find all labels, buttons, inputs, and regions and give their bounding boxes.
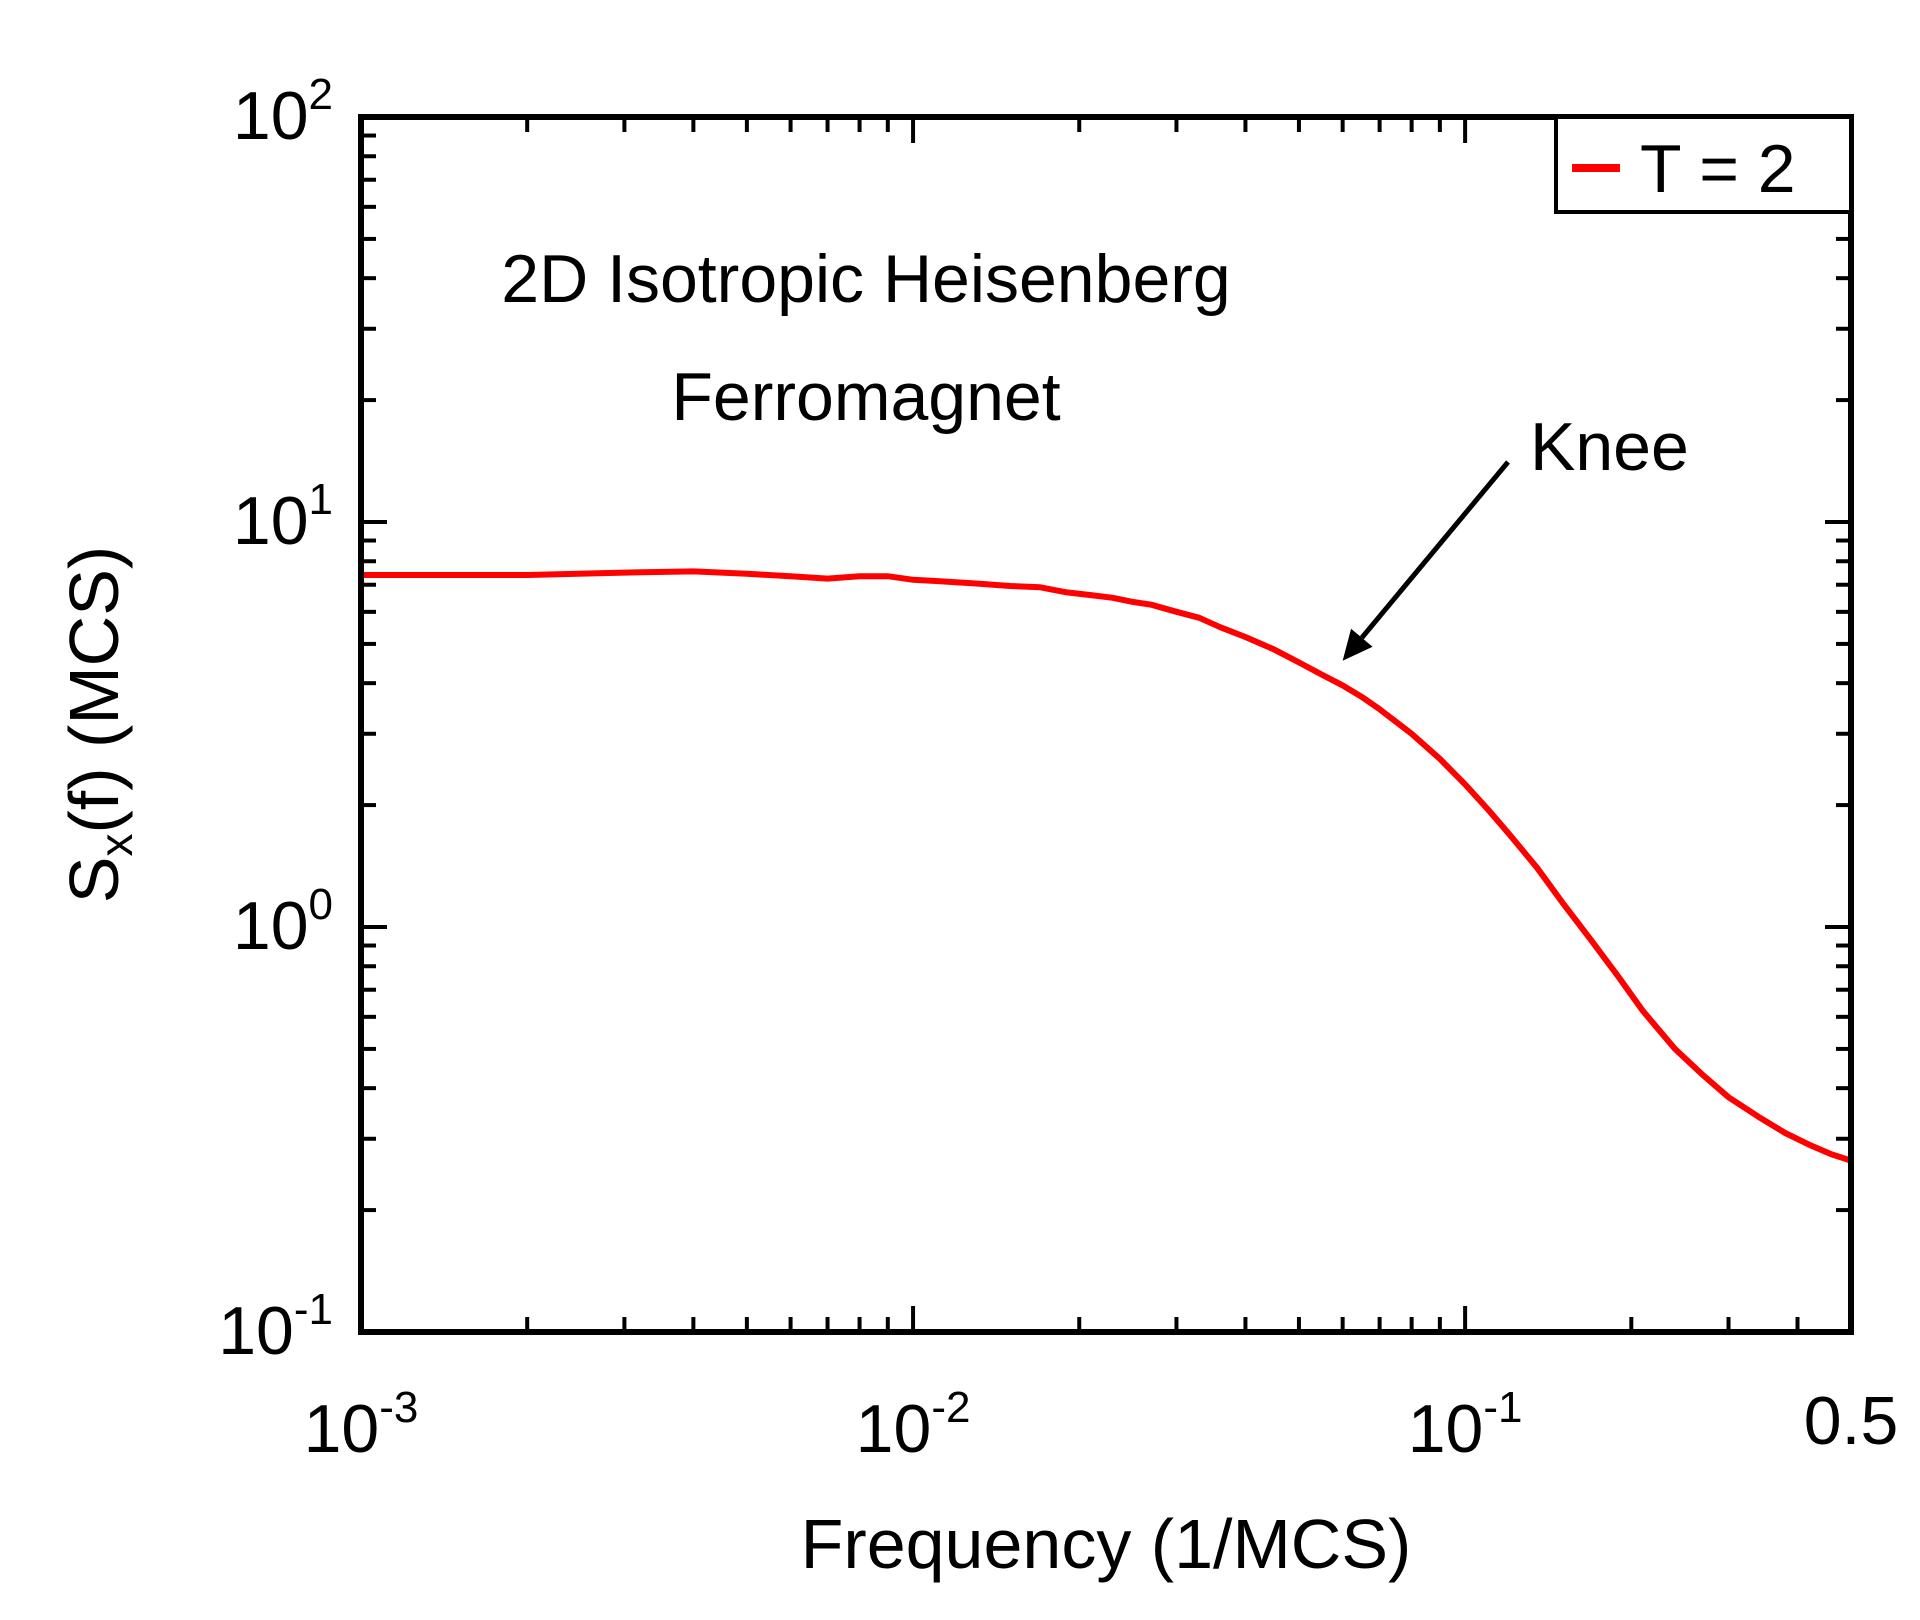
x-tick-label: 10-1 — [1408, 1383, 1523, 1467]
y-axis-label-base: S — [55, 857, 133, 904]
knee-arrowhead — [1342, 628, 1373, 661]
y-axis-label-subscript: x — [90, 834, 142, 857]
y-tick-label: 100 — [233, 880, 333, 964]
y-tick-label-exponent: 2 — [309, 70, 333, 119]
x-tick-label-base: 10 — [304, 1391, 380, 1467]
y-tick-label: 102 — [233, 70, 333, 154]
knee-label: Knee — [1530, 409, 1689, 485]
y-tick-label-exponent: 1 — [309, 475, 333, 524]
legend: T = 2 — [1554, 115, 1853, 214]
x-axis-label: Frequency (1/MCS) — [801, 1505, 1412, 1583]
plot-frame — [358, 114, 1854, 1335]
series-line-t2 — [358, 568, 1854, 1164]
legend-entry-t2: T = 2 — [1640, 131, 1796, 207]
y-axis-label-rest: (f) (MCS) — [55, 546, 133, 834]
series-layer — [358, 568, 1854, 1164]
annotation-title-line1: 2D Isotropic Heisenberg — [501, 241, 1230, 317]
y-tick-label: 101 — [233, 475, 333, 559]
y-axis-label: Sx(f) (MCS) — [55, 546, 142, 903]
x-tick-label: 0.5 — [1804, 1383, 1899, 1459]
x-tick-label-base: 10 — [856, 1391, 932, 1467]
annotation-title-line2: Ferromagnet — [671, 359, 1060, 435]
x-tick-label: 10-3 — [304, 1383, 419, 1467]
y-tick-label-base: 10 — [233, 78, 309, 154]
x-tick-label-exponent: -1 — [1483, 1383, 1522, 1432]
x-tick-label-base: 0.5 — [1804, 1383, 1899, 1459]
y-tick-label-base: 10 — [233, 483, 309, 559]
y-tick-label-exponent: -1 — [294, 1285, 333, 1334]
y-tick-label: 10-1 — [218, 1285, 333, 1369]
x-tick-label-exponent: -2 — [931, 1383, 970, 1432]
knee-arrow — [1359, 460, 1510, 640]
y-tick-label-exponent: 0 — [309, 880, 333, 929]
x-tick-label-base: 10 — [1408, 1391, 1484, 1467]
x-tick-label: 10-2 — [856, 1383, 971, 1467]
y-tick-label-base: 10 — [218, 1293, 294, 1369]
y-tick-label-base: 10 — [233, 888, 309, 964]
x-tick-label-exponent: -3 — [379, 1383, 418, 1432]
